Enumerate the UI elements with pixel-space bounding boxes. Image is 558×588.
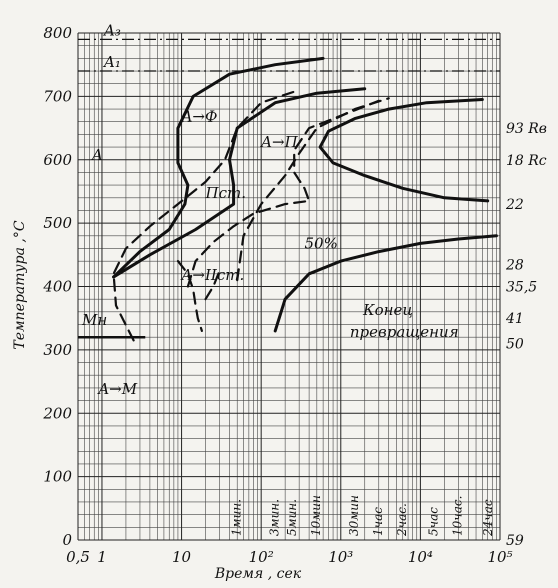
curve-end-4 bbox=[186, 99, 380, 288]
region-label: A→П bbox=[259, 133, 298, 151]
curve-start-7 bbox=[176, 260, 203, 332]
y-tick-label: 500 bbox=[43, 214, 72, 232]
y-tick-label: 100 bbox=[43, 468, 72, 486]
region-label: A→M bbox=[96, 380, 137, 398]
region-labels: A A→Ф A→П Пст. A→IIст. 50% A→M Конец превращения bbox=[90, 108, 459, 399]
y-tick-label: 300 bbox=[43, 341, 72, 359]
region-label: A→IIст. bbox=[180, 266, 245, 284]
time-markers: 1мин. 3мин. 5мин. 10мин 30мин 1час 2час. 5час 10… bbox=[230, 495, 495, 537]
hardness-label: 35,5 bbox=[506, 280, 537, 296]
critical-line-label: A₃ bbox=[102, 21, 121, 39]
time-marker-label: 10мин bbox=[309, 495, 323, 536]
x-tick-label: 10³ bbox=[328, 548, 353, 566]
curves bbox=[112, 56, 498, 342]
hardness-label: 50 bbox=[506, 337, 524, 353]
ms-line-label: Mн bbox=[81, 311, 107, 329]
region-label: превращения bbox=[350, 323, 459, 341]
x-tick-label: 0,5 bbox=[66, 548, 90, 566]
time-marker-label: 24час bbox=[481, 499, 495, 537]
curve-end-1 bbox=[112, 56, 325, 279]
curve-end-5 bbox=[318, 98, 490, 203]
hardness-label: 18 Rс bbox=[506, 153, 547, 169]
time-marker-label: 1час bbox=[371, 507, 385, 536]
x-tick-label: 10⁵ bbox=[487, 548, 512, 566]
time-marker-label: 2час. bbox=[395, 503, 409, 537]
curve-start-3 bbox=[236, 97, 390, 282]
curve-end-2 bbox=[112, 87, 367, 279]
time-marker-label: 5час bbox=[427, 507, 441, 536]
y-tick-label: 600 bbox=[43, 151, 72, 169]
region-label: A→Ф bbox=[180, 108, 218, 126]
region-label: A bbox=[90, 146, 103, 164]
x-tick-label: 1 bbox=[97, 548, 107, 566]
curve-start-0 bbox=[112, 88, 301, 342]
x-axis-label: Время , сек bbox=[214, 566, 302, 582]
y-tick-label: 800 bbox=[43, 24, 72, 42]
time-marker-label: 5мин. bbox=[285, 499, 299, 536]
hardness-label: 93 Rв bbox=[506, 121, 547, 137]
tick-labels: 0 100 200 300 400 500 600 700 800 0,5 1 10 10² 10³ 10⁴… bbox=[42, 24, 512, 566]
critical-lines: A₃ A₁ Mн bbox=[78, 21, 500, 339]
hardness-label: 59 bbox=[506, 533, 524, 549]
time-marker-label: 10час. bbox=[451, 496, 465, 536]
hardness-label: 28 bbox=[505, 257, 524, 273]
y-tick-label: 0 bbox=[62, 531, 72, 549]
major-grid bbox=[77, 32, 501, 541]
hardness-labels: 93 Rв 18 Rс 22 28 35,5 41 50 59 bbox=[505, 121, 547, 549]
y-tick-label: 400 bbox=[42, 278, 72, 296]
curve-end-6 bbox=[273, 234, 498, 333]
time-marker-label: 30мин bbox=[347, 495, 361, 536]
y-tick-label: 200 bbox=[42, 404, 72, 422]
region-label: Пст. bbox=[205, 184, 246, 202]
x-tick-label: 10⁴ bbox=[408, 548, 433, 566]
y-axis-label: Температура ,°С bbox=[12, 220, 28, 349]
time-marker-label: 3мин. bbox=[268, 499, 282, 536]
y-tick-label: 700 bbox=[43, 87, 72, 105]
region-label: 50% bbox=[304, 234, 337, 252]
region-label: Конец bbox=[362, 301, 413, 319]
hardness-label: 22 bbox=[505, 197, 524, 213]
time-marker-label: 1мин. bbox=[230, 499, 244, 536]
curve-start-8 bbox=[204, 269, 221, 301]
hardness-label: 41 bbox=[505, 311, 524, 327]
critical-line-label: A₁ bbox=[102, 53, 121, 71]
x-tick-label: 10 bbox=[172, 548, 192, 566]
x-tick-label: 10² bbox=[249, 548, 274, 566]
